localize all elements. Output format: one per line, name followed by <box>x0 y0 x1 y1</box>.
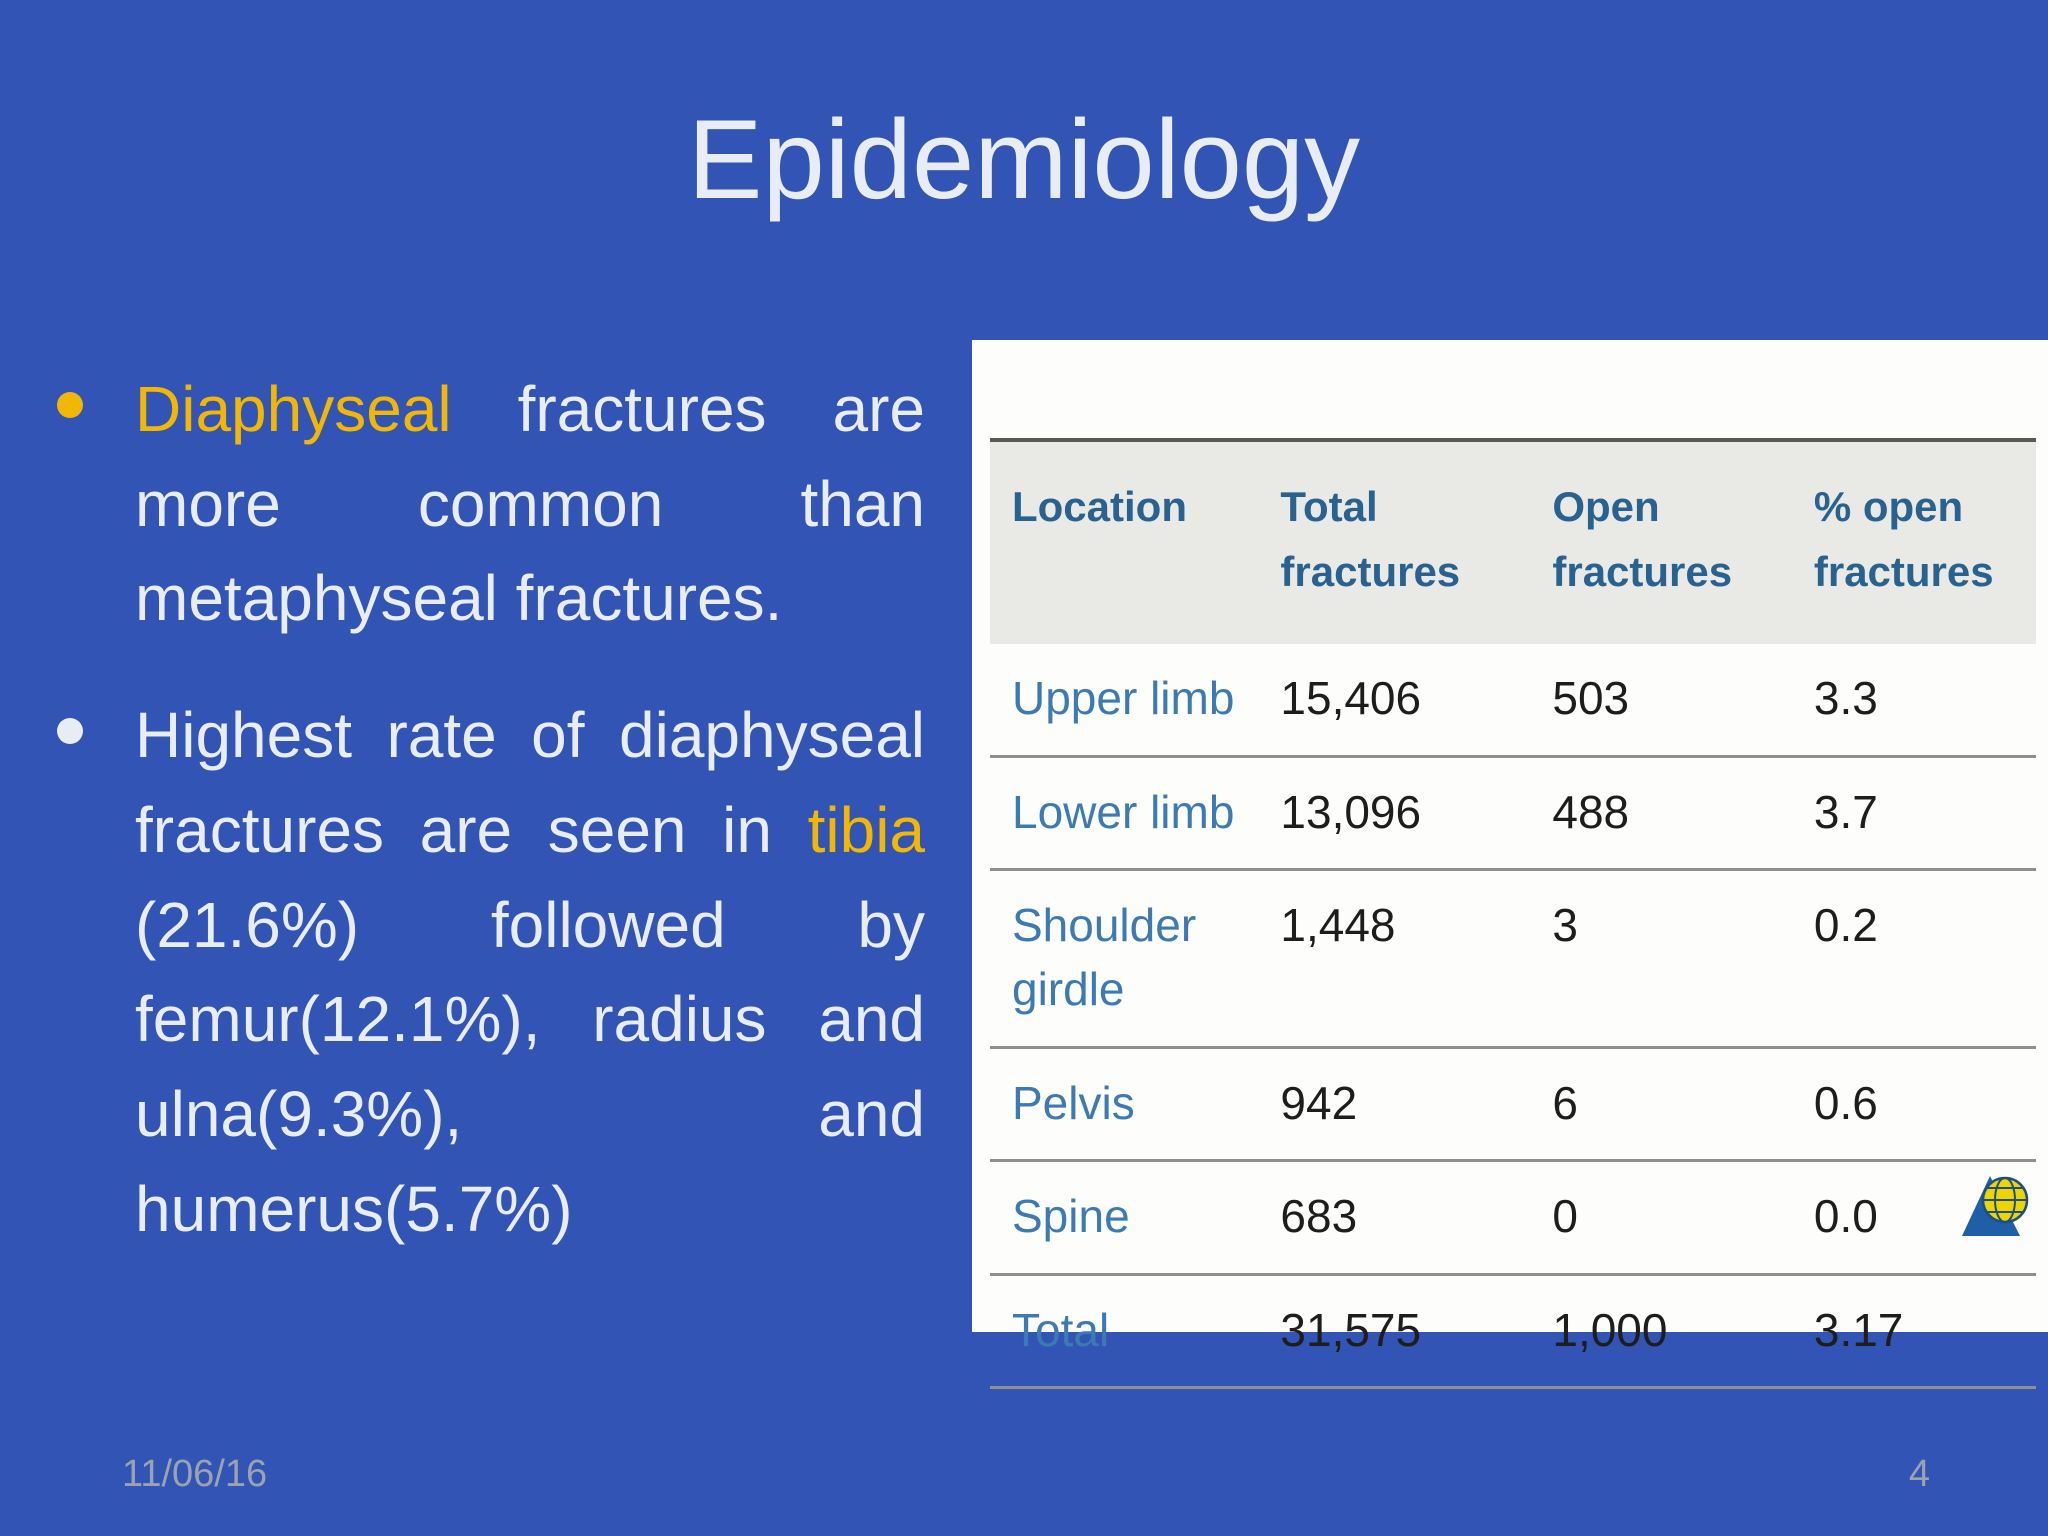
row-label: Lower limb <box>990 756 1273 871</box>
cell-open: 1,000 <box>1544 1274 1806 1389</box>
table-row: Lower limb 13,096 488 3.7 <box>990 756 2036 871</box>
column-header-open-fractures: Open fractures <box>1544 437 1806 645</box>
cell-open: 0 <box>1544 1160 1806 1276</box>
row-label: Upper limb <box>990 644 1273 758</box>
fracture-table: Location Total fractures Open fractures … <box>990 437 2036 1389</box>
row-label: Spine <box>990 1160 1273 1276</box>
cell-pct-open: 3.7 <box>1805 756 2036 871</box>
bullet-text-2: Highest rate of diaphyseal fractures are… <box>135 688 925 1256</box>
bullet-item-1: Diaphyseal fractures are more common tha… <box>57 362 925 646</box>
table-row: Shoulder girdle 1,448 3 0.2 <box>990 869 2036 1049</box>
cell-open: 6 <box>1544 1047 1806 1163</box>
table-row: Upper limb 15,406 503 3.3 <box>990 644 2036 758</box>
table-row: Pelvis 942 6 0.6 <box>990 1047 2036 1163</box>
bullet-list: Diaphyseal fractures are more common tha… <box>57 362 925 1298</box>
table-row: Spine 683 0 0.0 <box>990 1160 2036 1276</box>
cell-total: 15,406 <box>1272 644 1545 758</box>
column-header-total-fractures: Total fractures <box>1272 437 1545 645</box>
globe-triangle-icon <box>1960 1172 2032 1240</box>
column-header-pct-open-fractures: % open fractures <box>1805 437 2036 645</box>
cell-total: 31,575 <box>1272 1274 1545 1389</box>
bullet-marker-icon <box>57 718 83 745</box>
page-title: Epidemiology <box>687 97 1361 222</box>
table-header-row: Location Total fractures Open fractures … <box>990 437 2036 645</box>
bullet-body-text: (21.6%) followed by femur(12.1%), radius… <box>135 888 925 1245</box>
highlight-term-diaphyseal: Diaphyseal <box>135 373 452 445</box>
cell-open: 488 <box>1544 756 1806 871</box>
row-label: Pelvis <box>990 1047 1273 1163</box>
cell-total: 13,096 <box>1272 756 1545 871</box>
cell-open: 503 <box>1544 644 1806 758</box>
cell-open: 3 <box>1544 869 1806 1049</box>
cell-total: 942 <box>1272 1047 1545 1163</box>
fracture-table-panel: Location Total fractures Open fractures … <box>972 340 2048 1389</box>
highlight-term-tibia: tibia <box>807 793 925 866</box>
cell-pct-open: 0.6 <box>1805 1047 2036 1163</box>
bullet-text-1: Diaphyseal fractures are more common tha… <box>135 362 925 646</box>
row-label: Total <box>990 1274 1273 1389</box>
column-header-location: Location <box>990 437 1273 645</box>
cell-pct-open: 3.3 <box>1805 644 2036 758</box>
cell-pct-open: 3.17 <box>1805 1274 2036 1389</box>
cell-total: 683 <box>1272 1160 1545 1276</box>
bullet-item-2: Highest rate of diaphyseal fractures are… <box>57 688 925 1256</box>
row-label: Shoulder girdle <box>990 869 1273 1049</box>
footer-date: 11/06/16 <box>122 1453 268 1495</box>
page-number: 4 <box>1908 1453 1930 1495</box>
bullet-body-text: fractures are more common than metaphyse… <box>135 373 925 635</box>
bullet-body-text: Highest rate of diaphyseal fractures are… <box>135 699 925 866</box>
cell-pct-open: 0.2 <box>1805 869 2036 1049</box>
cell-total: 1,448 <box>1272 869 1545 1049</box>
fracture-table-wrap: Location Total fractures Open fractures … <box>990 437 2036 1389</box>
table-total-row: Total 31,575 1,000 3.17 <box>990 1274 2036 1389</box>
bullet-marker-icon <box>57 392 83 418</box>
